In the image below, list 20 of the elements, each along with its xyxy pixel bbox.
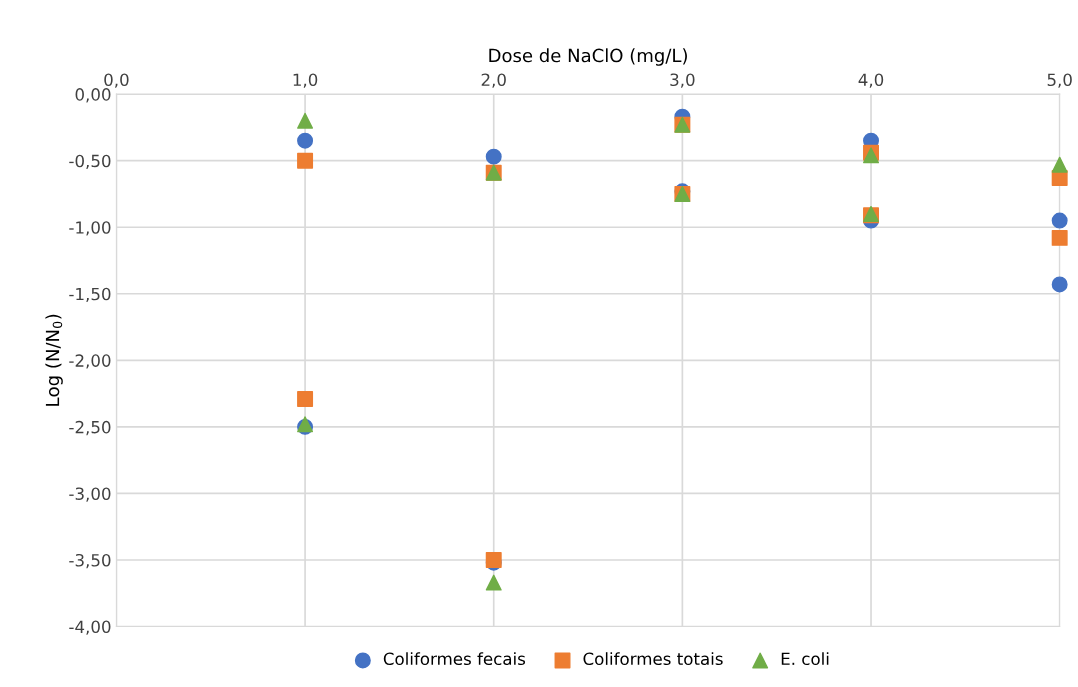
x-tick-label: 2,0 <box>481 73 506 88</box>
x-tick-label: 4,0 <box>858 73 884 88</box>
y-tick-label: -4,00 <box>69 620 111 635</box>
x-tick-label: 3,0 <box>670 73 695 88</box>
y-axis-title: Log (N/N$_{0}$) <box>45 314 63 406</box>
x-axis-title: Dose de NaClO (mg/L) <box>489 48 687 66</box>
y-tick-label: -3,50 <box>69 553 111 569</box>
x-tick-label: 0,0 <box>104 73 129 88</box>
y-tick-label: -1,00 <box>69 221 111 236</box>
legend-label: Coliformes fecais <box>383 652 526 666</box>
x-tick-label: 5,0 <box>1047 73 1072 88</box>
legend-label: Coliformes totais <box>583 652 723 666</box>
y-tick-label: -2,50 <box>69 420 111 436</box>
y-tick-label: -2,00 <box>69 354 111 369</box>
y-tick-label: -0,50 <box>69 154 111 169</box>
y-tick-label: -3,00 <box>69 487 111 502</box>
y-tick-label: 0,00 <box>75 88 111 103</box>
x-tick-label: 1,0 <box>293 73 318 88</box>
legend-label: E. coli <box>781 652 829 666</box>
y-tick-label: -1,50 <box>69 287 111 303</box>
